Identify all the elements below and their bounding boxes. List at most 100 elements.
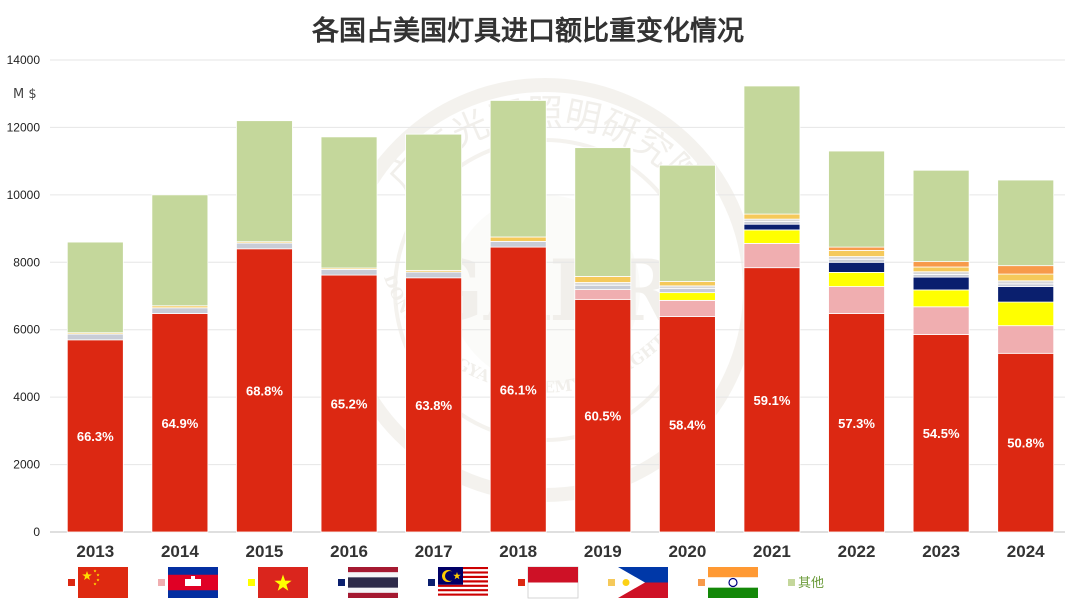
legend-swatch [68,579,75,586]
legend: 其他 [68,566,824,599]
bar-segment-philippines-2022 [828,250,885,257]
legend-item-china [68,567,128,598]
flag-china-icon [78,567,128,598]
bar-segment-philippines-2023 [912,266,970,273]
bar-segment-indonesia-2023 [912,271,970,275]
china-share-label: 65.2% [331,397,368,412]
bar-segment-indonesia-2019 [574,282,632,286]
legend-item-cambodia [158,567,218,598]
y-tick-label: 12000 [7,120,41,134]
bar-segment-china-2017 [405,277,463,533]
bar-segment-malaysia-2020 [658,288,716,294]
bar-segment-cambodia-2021 [743,243,801,269]
bar-segment-china-2023 [912,334,970,533]
share-labels: 66.3% 64.9% 68.8% 65.2% 63.8% 66.1% 60.5% 58.4%… [77,383,1045,451]
y-tick-label: 14000 [7,53,41,67]
bar-segment-others-2021 [743,85,801,215]
x-tick-label: 2016 [330,542,368,561]
bar-segment-malaysia-2022 [828,258,885,263]
bar-segment-philippines-2019 [574,276,632,283]
china-share-label: 66.1% [500,383,537,398]
flag-vietnam-icon [258,567,308,598]
china-share-label: 50.8% [1007,436,1044,451]
bar-segment-malaysia-2017 [405,271,463,279]
y-tick-label: 6000 [13,323,40,337]
china-share-label: 66.3% [77,429,114,444]
china-share-label: 59.1% [754,393,791,408]
bar-segment-thailand-2024 [997,286,1055,303]
y-tick-label: 10000 [7,188,41,202]
bar-segment-china-2020 [658,316,716,533]
legend-swatch [428,579,435,586]
legend-swatch [158,579,165,586]
bar-segment-china-2013 [66,339,124,533]
legend-item-india [698,567,758,598]
bar-segment-philippines-2020 [658,281,716,287]
bar-segment-indonesia-2020 [658,285,716,289]
bar-segment-china-2016 [320,274,378,533]
bar-segment-malaysia-2021 [743,221,801,225]
legend-item-philippines [608,567,668,598]
flag-india-icon [708,567,758,598]
bar-segment-others-2016 [320,136,378,269]
x-tick-label: 2020 [668,542,706,561]
bar-segment-malaysia-2018 [489,240,547,248]
bar-segment-india-2024 [997,265,1055,275]
legend-item-thailand [338,567,398,598]
flag-malaysia-icon [438,567,488,598]
bar-segment-cambodia-2022 [828,286,885,314]
china-share-label: 68.8% [246,383,283,398]
y-axis: 0 2000 4000 6000 8000 10000 12000 14000 [7,53,41,539]
legend-item-vietnam [248,567,308,598]
legend-item-others: 其他 [788,576,824,591]
bar-segment-thailand-2021 [743,223,801,231]
bar-segment-china-2014 [151,313,209,533]
legend-label: 其他 [798,576,824,591]
gridlines [50,59,1065,533]
bar-segment-others-2015 [236,120,293,243]
y-tick-label: 0 [33,525,40,539]
bar-segment-thailand-2023 [912,276,970,291]
legend-item-malaysia [428,567,488,598]
y-tick-label: 4000 [13,390,40,404]
legend-item-indonesia [518,566,579,599]
x-tick-label: 2017 [415,542,453,561]
y-tick-label: 2000 [13,458,40,472]
bar-segment-vietnam-2020 [658,292,716,301]
bar-segment-thailand-2022 [828,261,885,273]
bar-segment-others-2013 [66,241,124,334]
bar-segment-india-2023 [912,261,970,268]
x-tick-label: 2013 [76,542,114,561]
bar-segment-vietnam-2024 [997,301,1055,327]
bar-segment-cambodia-2019 [574,289,632,300]
x-tick-label: 2019 [584,542,622,561]
flag-thailand-icon [348,567,398,598]
bar-segment-china-2015 [236,248,293,533]
bar-segment-malaysia-2023 [912,274,970,278]
china-share-label: 58.4% [669,417,706,432]
flag-indonesia-icon [527,566,579,599]
flag-cambodia-icon [168,567,218,598]
x-tick-label: 2024 [1007,542,1045,561]
legend-swatch [248,579,255,586]
x-tick-label: 2021 [753,542,791,561]
bar-segment-philippines-2024 [997,273,1055,282]
x-tick-label: 2022 [838,542,876,561]
bar-segment-china-2024 [997,352,1055,533]
bar-segment-vietnam-2023 [912,289,970,308]
china-share-label: 57.3% [838,416,875,431]
legend-swatch [518,579,525,586]
bar-segment-malaysia-2019 [574,284,632,290]
chart-title: 各国占美国灯具进口额比重变化情况 [311,15,744,47]
bar-segment-cambodia-2023 [912,306,970,335]
bars [66,85,1055,533]
bar-segment-indonesia-2024 [997,280,1055,285]
bar-segment-malaysia-2014 [151,307,209,314]
bar-segment-others-2017 [405,133,463,271]
china-share-label: 63.8% [415,398,452,413]
bar-segment-malaysia-2016 [320,268,378,276]
bar-segment-india-2022 [828,246,885,251]
bar-segment-vietnam-2021 [743,229,801,244]
china-share-label: 64.9% [161,416,198,431]
